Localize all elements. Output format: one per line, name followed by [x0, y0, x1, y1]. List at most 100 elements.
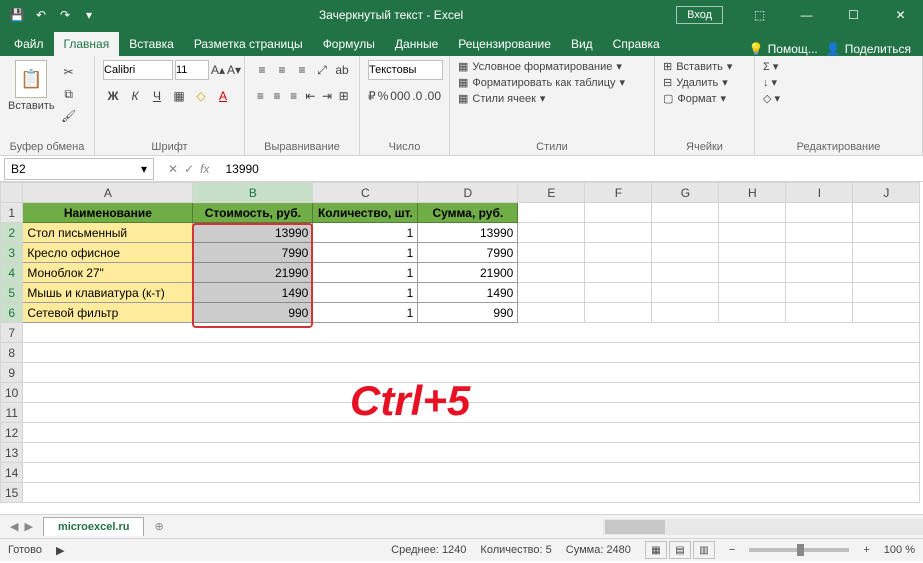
copy-icon[interactable]: ⧉: [59, 84, 79, 104]
view-page-layout-icon[interactable]: ▤: [669, 541, 691, 559]
cell[interactable]: Сетевой фильтр: [23, 303, 193, 323]
tab-review[interactable]: Рецензирование: [448, 32, 561, 56]
cut-icon[interactable]: ✂: [59, 62, 79, 82]
cell[interactable]: [585, 223, 652, 243]
name-box[interactable]: B2▾: [4, 158, 154, 180]
cell[interactable]: [585, 263, 652, 283]
merge-icon[interactable]: ⊞: [336, 86, 351, 106]
border-icon[interactable]: ▦: [169, 86, 189, 106]
cell[interactable]: [853, 243, 920, 263]
cell[interactable]: 990: [418, 303, 518, 323]
cell[interactable]: [518, 203, 585, 223]
worksheet-grid[interactable]: A B C D E F G H I J 1 Наименование Стоим…: [0, 182, 923, 514]
save-icon[interactable]: 💾: [8, 6, 26, 24]
enter-formula-icon[interactable]: ✓: [184, 162, 194, 176]
cell[interactable]: Моноблок 27": [23, 263, 193, 283]
add-sheet-icon[interactable]: ⊕: [144, 520, 173, 533]
cell[interactable]: [853, 303, 920, 323]
format-as-table-button[interactable]: ▦Форматировать как таблицу▾: [458, 76, 646, 89]
col-header[interactable]: D: [418, 183, 518, 203]
currency-icon[interactable]: ₽: [368, 86, 376, 106]
horizontal-scrollbar[interactable]: [603, 519, 923, 535]
decrease-font-icon[interactable]: A▾: [227, 60, 241, 80]
cell[interactable]: [652, 203, 719, 223]
cell[interactable]: [786, 203, 853, 223]
cell[interactable]: [719, 203, 786, 223]
cell[interactable]: 21990: [193, 263, 313, 283]
indent-decrease-icon[interactable]: ⇤: [303, 86, 318, 106]
col-header[interactable]: H: [719, 183, 786, 203]
align-top-icon[interactable]: ≡: [253, 60, 271, 80]
cell[interactable]: [652, 243, 719, 263]
cell[interactable]: 1: [313, 263, 418, 283]
col-header[interactable]: E: [518, 183, 585, 203]
orientation-icon[interactable]: ⤢: [313, 60, 331, 80]
align-bottom-icon[interactable]: ≡: [293, 60, 311, 80]
increase-decimal-icon[interactable]: .0: [412, 86, 422, 106]
cell[interactable]: [23, 383, 920, 403]
cell[interactable]: 13990: [193, 223, 313, 243]
cell[interactable]: [652, 223, 719, 243]
delete-cells-button[interactable]: ⊟Удалить▾: [663, 76, 746, 89]
tab-home[interactable]: Главная: [54, 32, 120, 56]
row-header[interactable]: 15: [1, 483, 23, 503]
comma-icon[interactable]: 000: [390, 86, 410, 106]
fx-icon[interactable]: fx: [200, 162, 209, 176]
indent-increase-icon[interactable]: ⇥: [320, 86, 335, 106]
cell[interactable]: 1: [313, 303, 418, 323]
font-size-input[interactable]: [175, 60, 209, 80]
increase-font-icon[interactable]: A▴: [211, 60, 225, 80]
bold-icon[interactable]: Ж: [103, 86, 123, 106]
cell[interactable]: 13990: [418, 223, 518, 243]
cell[interactable]: [518, 303, 585, 323]
align-middle-icon[interactable]: ≡: [273, 60, 291, 80]
tab-file[interactable]: Файл: [4, 32, 54, 56]
cell[interactable]: [23, 323, 920, 343]
cell[interactable]: [719, 303, 786, 323]
cell[interactable]: [719, 223, 786, 243]
wrap-text-icon[interactable]: ab: [333, 60, 351, 80]
cell[interactable]: [652, 263, 719, 283]
row-header[interactable]: 12: [1, 423, 23, 443]
cell[interactable]: 1: [313, 243, 418, 263]
insert-cells-button[interactable]: ⊞Вставить▾: [663, 60, 746, 73]
sheet-nav-next-icon[interactable]: ▶: [24, 520, 32, 533]
scrollbar-thumb[interactable]: [605, 520, 665, 534]
macro-record-icon[interactable]: ▶: [56, 544, 64, 557]
cell[interactable]: [786, 243, 853, 263]
cell[interactable]: [23, 343, 920, 363]
signin-button[interactable]: Вход: [676, 6, 723, 24]
tab-insert[interactable]: Вставка: [119, 32, 184, 56]
row-header[interactable]: 6: [1, 303, 23, 323]
fill-button[interactable]: ↓ ▾: [763, 76, 914, 89]
view-page-break-icon[interactable]: ▥: [693, 541, 715, 559]
tab-formulas[interactable]: Формулы: [313, 32, 385, 56]
cell[interactable]: 7990: [418, 243, 518, 263]
sheet-nav-prev-icon[interactable]: ◀: [10, 520, 18, 533]
autosum-button[interactable]: Σ ▾: [763, 60, 914, 73]
cell[interactable]: [786, 263, 853, 283]
row-header[interactable]: 2: [1, 223, 23, 243]
cell[interactable]: [585, 283, 652, 303]
tab-view[interactable]: Вид: [561, 32, 603, 56]
align-center-icon[interactable]: ≡: [270, 86, 285, 106]
align-right-icon[interactable]: ≡: [286, 86, 301, 106]
cell[interactable]: Кресло офисное: [23, 243, 193, 263]
cell[interactable]: Наименование: [23, 203, 193, 223]
zoom-thumb[interactable]: [797, 544, 804, 556]
percent-icon[interactable]: %: [378, 86, 389, 106]
cell[interactable]: [23, 443, 920, 463]
cell[interactable]: [786, 223, 853, 243]
zoom-in-icon[interactable]: +: [863, 544, 869, 556]
cell[interactable]: 990: [193, 303, 313, 323]
cell[interactable]: 1490: [193, 283, 313, 303]
cell[interactable]: [585, 203, 652, 223]
cell[interactable]: [518, 243, 585, 263]
row-header[interactable]: 8: [1, 343, 23, 363]
select-all-corner[interactable]: [1, 183, 23, 203]
cell[interactable]: 21900: [418, 263, 518, 283]
row-header[interactable]: 10: [1, 383, 23, 403]
cell[interactable]: [23, 423, 920, 443]
row-header[interactable]: 1: [1, 203, 23, 223]
paste-label[interactable]: Вставить: [8, 100, 55, 112]
